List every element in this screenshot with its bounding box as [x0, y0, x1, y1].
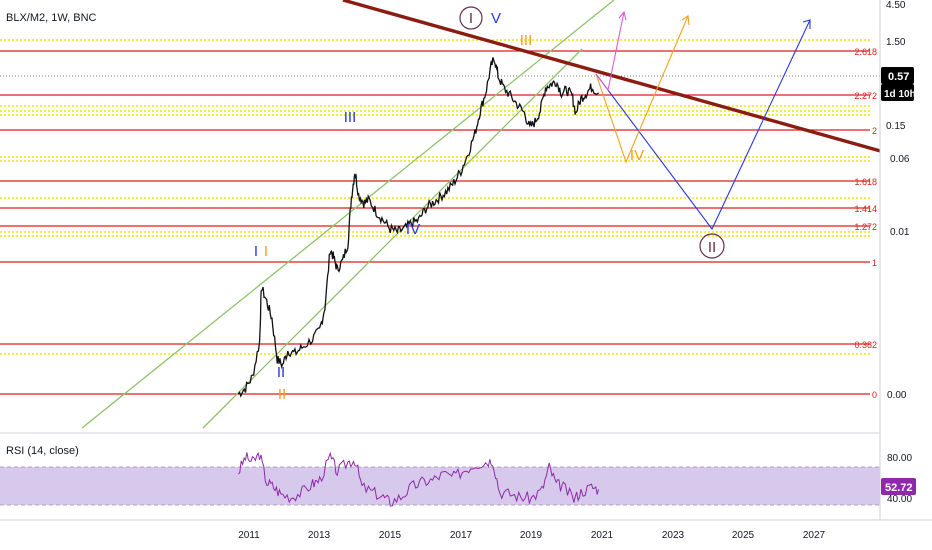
orange-wave-iv-label: IV	[630, 147, 644, 164]
orange-projection-path[interactable]	[595, 15, 689, 164]
fib-label-1618: 1.618	[854, 177, 877, 187]
magenta-projection-path[interactable]	[595, 11, 625, 92]
time-axis-label: 2011	[238, 530, 260, 541]
fib-label-2272: 2.272	[854, 91, 877, 101]
chart-title: BLX/M2, 1W, BNC	[6, 12, 97, 24]
fib-label-0382: 0.382	[854, 340, 877, 350]
rsi-current-badge	[881, 478, 916, 495]
time-axis-labels: 2011 2013 2015 2017 2019 2021 2023 2025 …	[238, 530, 825, 541]
rsi-axis-label: 80.00	[887, 453, 912, 464]
blue-wave-iv-label: IV	[406, 221, 420, 238]
price-axis-label: 1.50	[886, 37, 906, 48]
current-price-badge	[881, 67, 914, 84]
time-axis-label: 2027	[803, 530, 826, 541]
major-wave-ii-label: II	[708, 239, 716, 256]
blue-projection-path[interactable]	[595, 19, 811, 231]
rsi-series-line[interactable]	[238, 451, 600, 507]
orange-wave-ii-label: II	[278, 386, 286, 403]
blue-wave-v-label: V	[491, 10, 501, 27]
price-axis-label: 0.01	[890, 227, 910, 238]
fib-label-1272: 1.272	[854, 222, 877, 232]
fib-level-labels: 2.618 2.272 2 1.618 1.414 1.272 1 0.382 …	[854, 47, 877, 400]
bar-countdown: 1d 10h	[884, 89, 916, 100]
major-wave-ii-circle	[699, 233, 725, 259]
time-axis-label: 2021	[591, 530, 614, 541]
rsi-axis-label: 40.00	[887, 494, 912, 505]
price-axis-label: 0.06	[890, 154, 910, 165]
fib-label-2: 2	[872, 126, 877, 136]
time-axis-label: 2015	[379, 530, 402, 541]
blue-wave-iii-label: III	[344, 109, 357, 126]
time-axis-label: 2023	[662, 530, 685, 541]
price-axis-labels: 4.50 1.50 0.15 0.06 0.01 0.00 80.00 40.0…	[886, 0, 912, 505]
fib-label-1414: 1.414	[854, 204, 877, 214]
time-axis-label: 2025	[732, 530, 755, 541]
fib-label-1: 1	[872, 258, 877, 268]
major-wave-i-label: I	[469, 10, 473, 27]
channel-lower-line[interactable]	[202, 48, 583, 429]
fib-label-0: 0	[872, 390, 877, 400]
channel-upper-line[interactable]	[81, 0, 615, 429]
wave-labels: I II I I II II III IV V III IV	[254, 6, 725, 403]
rsi-title: RSI (14, close)	[6, 445, 79, 457]
price-axis-label: 0.00	[887, 390, 907, 401]
rsi-current-value: 52.72	[885, 482, 913, 494]
countdown-badge	[881, 84, 914, 101]
blue-wave-i-label: I	[254, 243, 258, 260]
price-axis-label: 0.15	[886, 121, 906, 132]
orange-wave-iii-label: III	[520, 32, 533, 49]
rsi-band	[0, 467, 880, 505]
fibonacci-levels	[0, 50, 870, 395]
current-price-value: 0.57	[888, 71, 909, 83]
major-wave-i-circle	[459, 6, 483, 30]
magenta-arrow-head	[618, 10, 627, 21]
orange-arrow-head	[681, 15, 690, 26]
descending-trendline[interactable]	[342, 0, 885, 154]
time-axis-label: 2013	[308, 530, 331, 541]
orange-wave-i-label: I	[264, 243, 268, 260]
growth-channel	[81, 0, 615, 429]
blue-arrow-head	[802, 19, 811, 29]
price-series-line[interactable]	[237, 57, 599, 398]
time-axis-label: 2017	[450, 530, 473, 541]
price-axis-label: 4.50	[886, 0, 906, 11]
projection-paths	[595, 10, 811, 231]
time-axis-label: 2019	[520, 530, 543, 541]
blue-wave-ii-label: II	[277, 364, 285, 381]
fib-label-2618: 2.618	[854, 47, 877, 57]
